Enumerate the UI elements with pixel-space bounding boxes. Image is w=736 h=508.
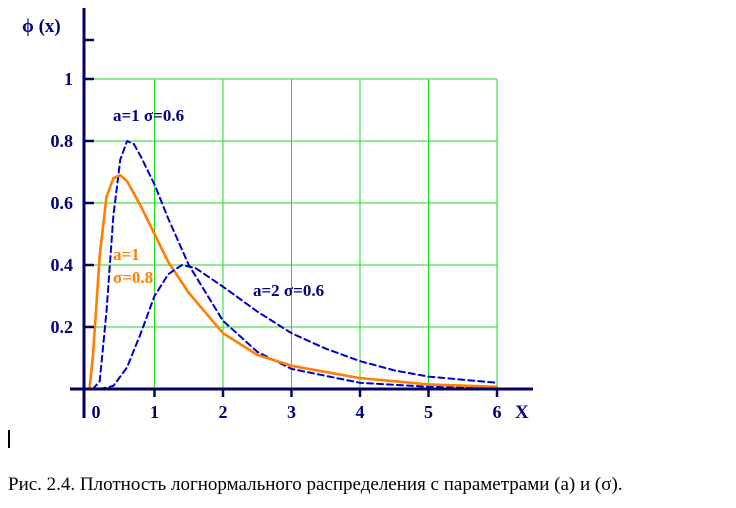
x-tick-label: 4 bbox=[356, 402, 365, 422]
y-tick-label: 0.6 bbox=[51, 193, 74, 213]
series-line-2 bbox=[88, 173, 499, 391]
series-annotations: a=1 σ=0.6 a=1 σ=0.8 a=2 σ=0.6 bbox=[113, 106, 324, 300]
x-tick-label: 5 bbox=[424, 402, 433, 422]
density-curves bbox=[88, 140, 499, 391]
series-label-2: a=1 bbox=[113, 245, 140, 264]
series-label-1: a=1 σ=0.6 bbox=[113, 106, 184, 125]
tick-labels: 0 1 2 3 4 5 6 0.2 0.4 0.6 0.8 1 bbox=[51, 69, 502, 422]
x-tick-label: 6 bbox=[493, 402, 502, 422]
figure-caption: Рис. 2.4. Плотность логнормального распр… bbox=[8, 474, 623, 495]
y-tick-label: 1 bbox=[64, 69, 73, 89]
lognormal-density-chart: 0 1 2 3 4 5 60.20.40.60.81 ϕ (x) X a=1 σ=0.6a=… bbox=[22, 8, 533, 423]
y-tick-label: 0.2 bbox=[51, 317, 74, 337]
x-tick-label: 2 bbox=[219, 402, 228, 422]
x-tick-label: 0 bbox=[92, 402, 101, 422]
text-cursor bbox=[8, 430, 10, 448]
series-line-1 bbox=[91, 140, 498, 390]
chart-grid bbox=[86, 78, 498, 389]
y-axis-title: ϕ (x) bbox=[22, 16, 61, 37]
x-axis-title: X bbox=[515, 402, 529, 423]
y-tick-label: 0.8 bbox=[51, 131, 74, 151]
series-label-2: σ=0.8 bbox=[113, 268, 153, 287]
y-tick-label: 0.4 bbox=[51, 255, 74, 275]
series-line-3 bbox=[98, 264, 498, 390]
x-tick-label: 1 bbox=[150, 402, 159, 422]
x-tick-label: 3 bbox=[287, 402, 296, 422]
chart-axes bbox=[70, 8, 533, 418]
series-label-3: a=2 σ=0.6 bbox=[253, 281, 324, 300]
